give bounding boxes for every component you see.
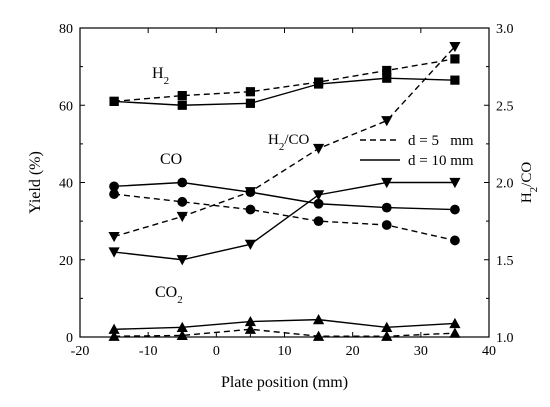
x-tick-label: 20 xyxy=(346,344,360,359)
data-point xyxy=(382,65,392,76)
data-point xyxy=(449,327,461,338)
series-h2-co-d10 xyxy=(108,177,461,266)
data-point xyxy=(108,330,120,341)
series-line xyxy=(114,318,455,330)
series-h2-d10 xyxy=(109,73,460,110)
label-co2: CO2 xyxy=(155,284,183,306)
data-point xyxy=(382,73,392,83)
series-co2-d5 xyxy=(108,323,461,341)
data-point xyxy=(109,189,119,199)
x-tick-label: -20 xyxy=(71,344,90,359)
data-point xyxy=(244,315,257,327)
x-axis-title: Plate position (mm) xyxy=(221,374,348,391)
y-right-tick-label: 3.0 xyxy=(496,22,514,37)
data-point xyxy=(244,323,257,334)
x-tick-label: -10 xyxy=(139,344,158,359)
series-line xyxy=(114,58,456,103)
legend: d = 5 mm d = 10 mm xyxy=(360,133,474,169)
x-tick-label: 40 xyxy=(482,344,496,359)
legend-label: d = 5 mm xyxy=(408,133,474,149)
y-left-tick-label: 60 xyxy=(59,99,73,114)
y-left-tick-label: 20 xyxy=(59,254,73,269)
data-point xyxy=(176,255,188,266)
data-point xyxy=(312,330,325,341)
data-point xyxy=(109,96,119,106)
label-h2-co: H2/CO xyxy=(268,132,310,153)
data-point xyxy=(176,329,188,341)
data-point xyxy=(313,216,324,227)
series-co2-d10 xyxy=(108,314,461,334)
legend-label: d = 10 mm xyxy=(408,153,474,169)
data-point xyxy=(177,177,188,188)
data-point xyxy=(245,204,256,215)
data-point xyxy=(109,181,119,192)
label-h2: H2 xyxy=(152,65,169,87)
legend-entry-d5: d = 5 mm xyxy=(360,133,474,149)
data-point xyxy=(244,239,257,250)
series-line xyxy=(114,193,456,242)
label-co: CO xyxy=(160,151,182,168)
data-point xyxy=(245,98,256,108)
series-h2-co-d5 xyxy=(108,41,461,243)
series-line xyxy=(114,77,455,106)
data-point xyxy=(176,321,188,332)
series-line xyxy=(114,181,455,211)
y-right-tick-label: 2.5 xyxy=(496,99,514,114)
y-left-tick-label: 80 xyxy=(59,22,73,37)
data-point xyxy=(108,247,120,258)
y-right-tick-label: 1.5 xyxy=(496,254,514,269)
y-left-axis-title: Yield (%) xyxy=(27,151,44,214)
data-point xyxy=(381,177,393,189)
data-point xyxy=(108,231,120,243)
data-point xyxy=(176,211,188,223)
data-point xyxy=(312,314,325,325)
data-point xyxy=(449,317,461,329)
series-line xyxy=(113,46,456,238)
data-point xyxy=(450,235,460,246)
y-left-tick-label: 40 xyxy=(59,177,73,192)
x-tick-label: 0 xyxy=(213,344,220,359)
data-point xyxy=(177,90,187,101)
data-point xyxy=(450,54,460,64)
y-right-tick-label: 1.0 xyxy=(496,331,514,346)
y-right-axis-title: H2/CO xyxy=(519,162,540,204)
data-point xyxy=(177,100,187,110)
data-point xyxy=(245,87,256,97)
data-point xyxy=(313,198,324,209)
y-right-tick-label: 2.0 xyxy=(496,177,514,192)
series-line xyxy=(114,328,455,337)
data-point xyxy=(108,323,120,334)
legend-entry-d10: d = 10 mm xyxy=(360,153,474,169)
data-point xyxy=(177,196,188,207)
axes: -20 -10 0 10 20 30 40 0 20 40 60 80 1.0 1.5 2.0 2.5 3.0 P… xyxy=(27,22,540,391)
annotations: H2 CO CO2 H2/CO xyxy=(152,65,310,306)
data-point xyxy=(244,187,257,198)
data-point xyxy=(381,202,392,213)
series-line xyxy=(114,181,455,261)
data-point xyxy=(312,143,325,155)
data-point xyxy=(312,190,325,201)
series-co-d5 xyxy=(109,189,460,246)
y-left-tick-label: 0 xyxy=(66,331,73,346)
data-point xyxy=(381,116,393,127)
data-point xyxy=(449,41,461,53)
x-tick-label: 10 xyxy=(278,344,292,359)
data-point xyxy=(313,79,324,89)
data-point xyxy=(381,330,393,341)
series-layer xyxy=(108,41,461,341)
data-point xyxy=(381,321,393,332)
data-point xyxy=(450,204,460,215)
data-point xyxy=(381,220,392,230)
data-point xyxy=(449,177,461,189)
data-point xyxy=(450,75,460,85)
x-tick-label: 30 xyxy=(414,344,428,359)
